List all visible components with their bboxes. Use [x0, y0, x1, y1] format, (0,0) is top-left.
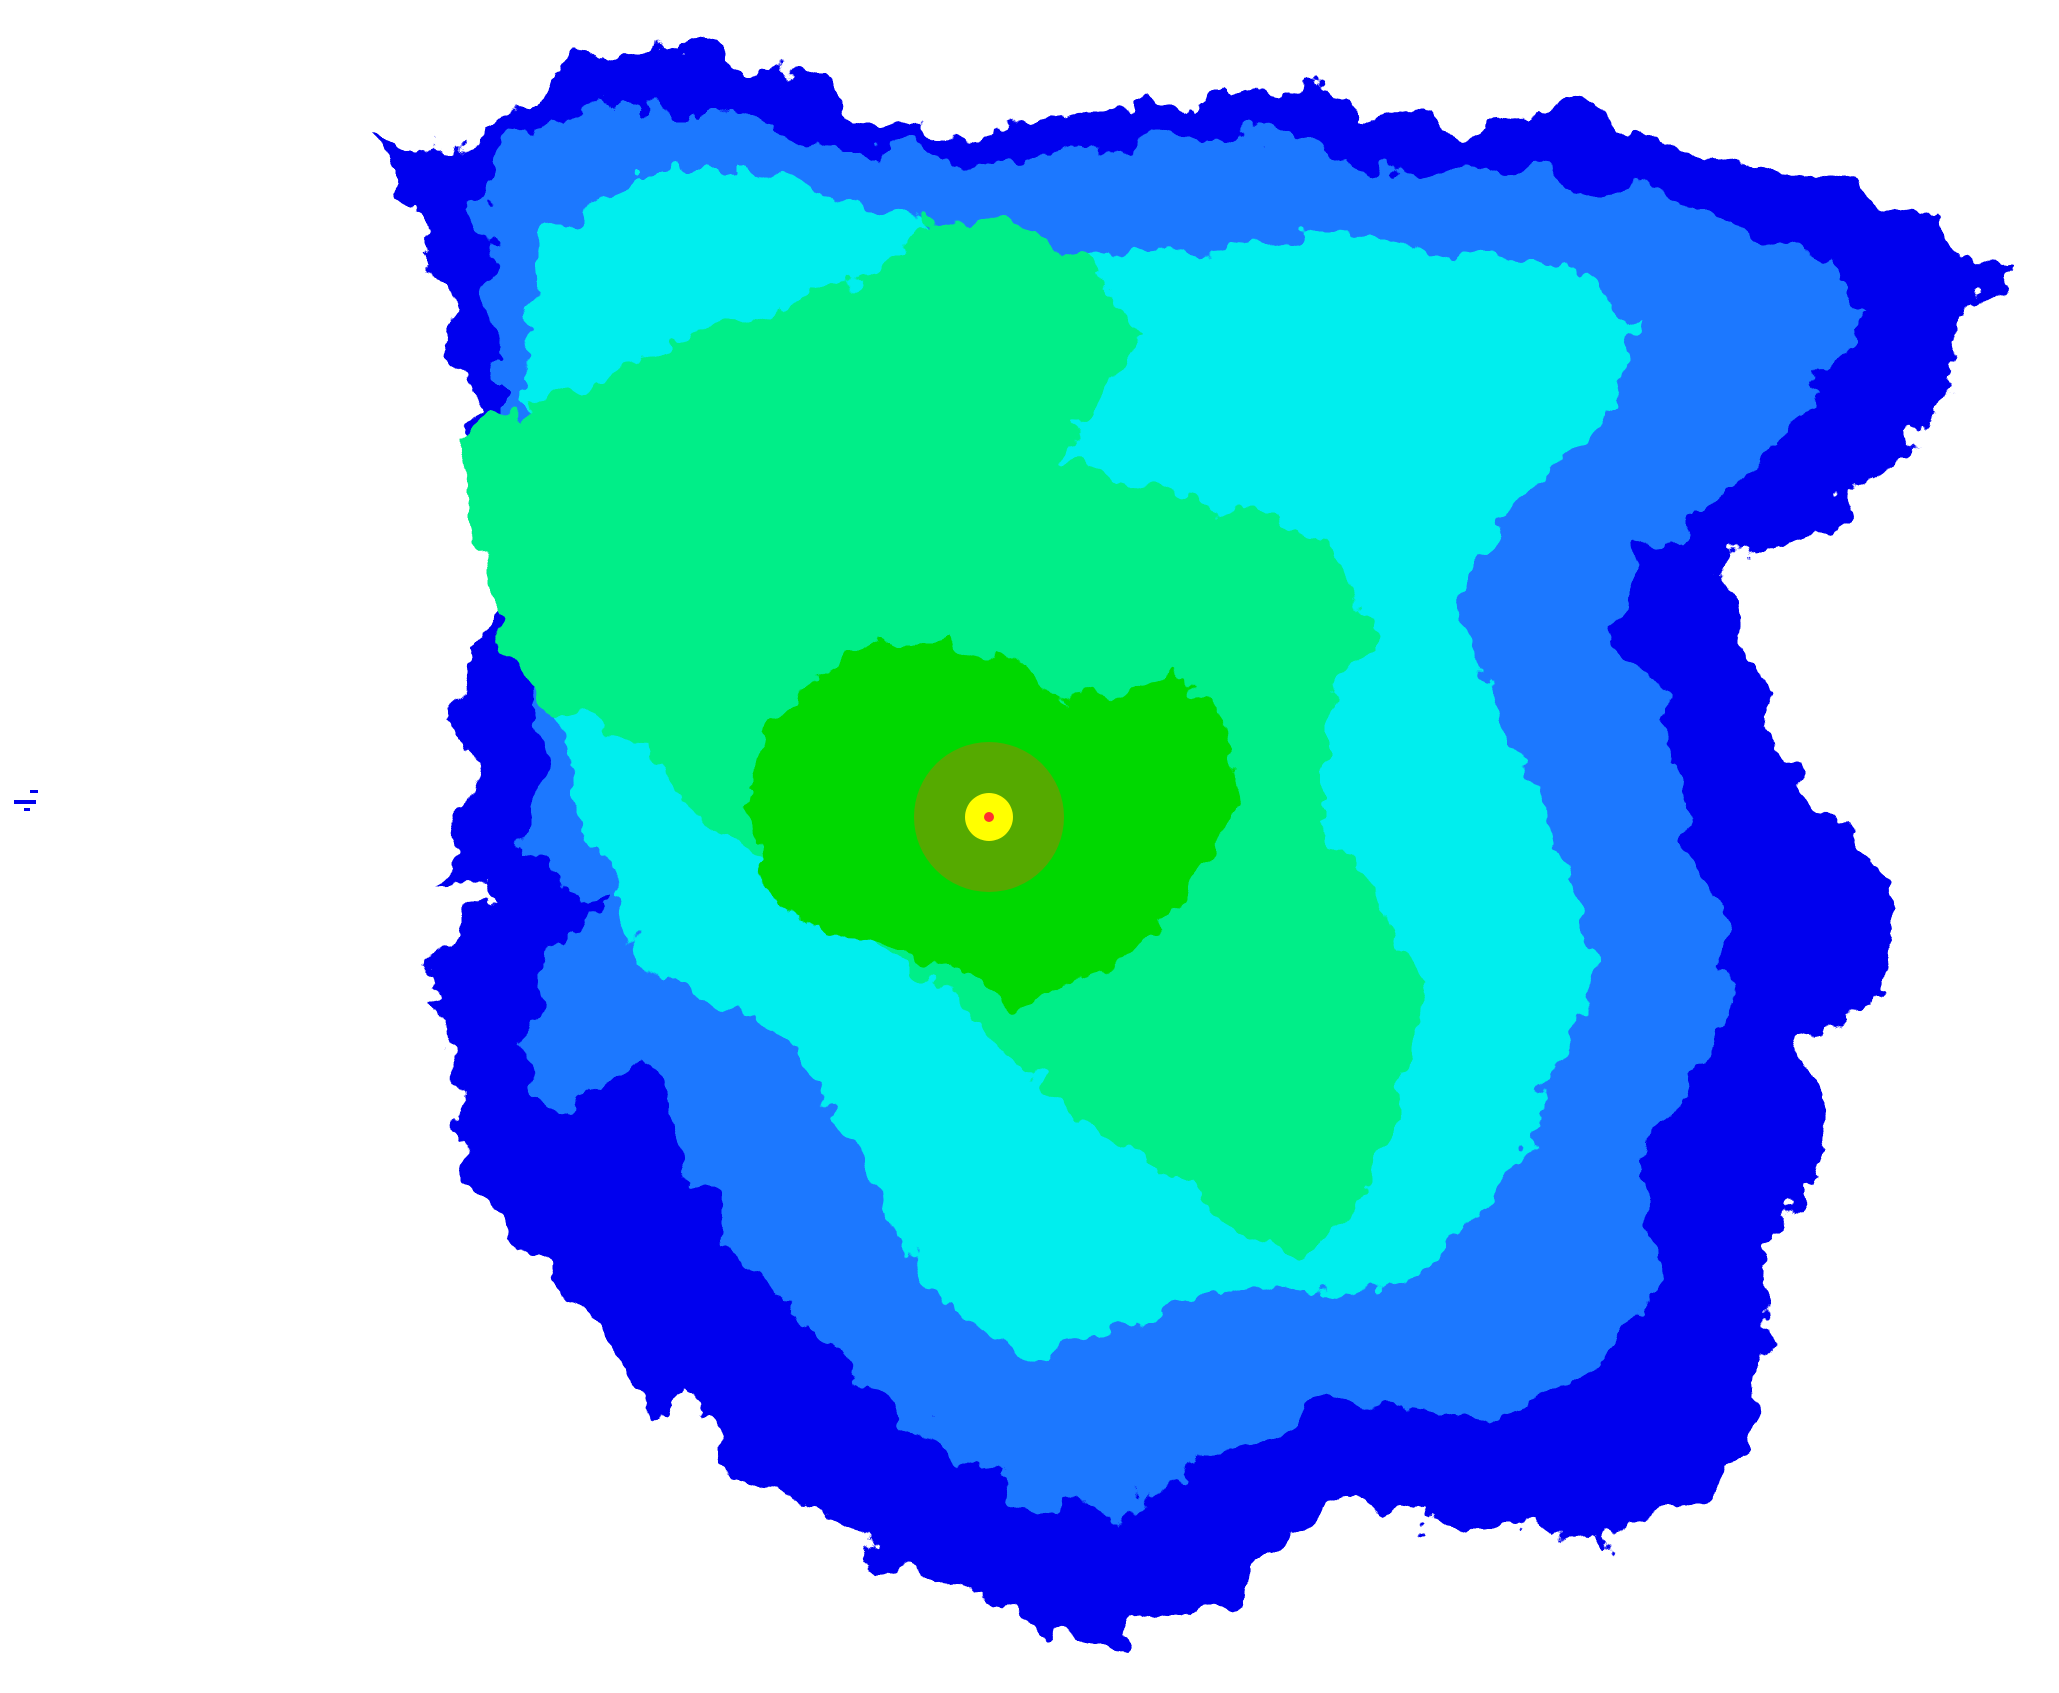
stray-coverage-specks	[14, 790, 38, 811]
transmitter-marker	[984, 812, 994, 822]
